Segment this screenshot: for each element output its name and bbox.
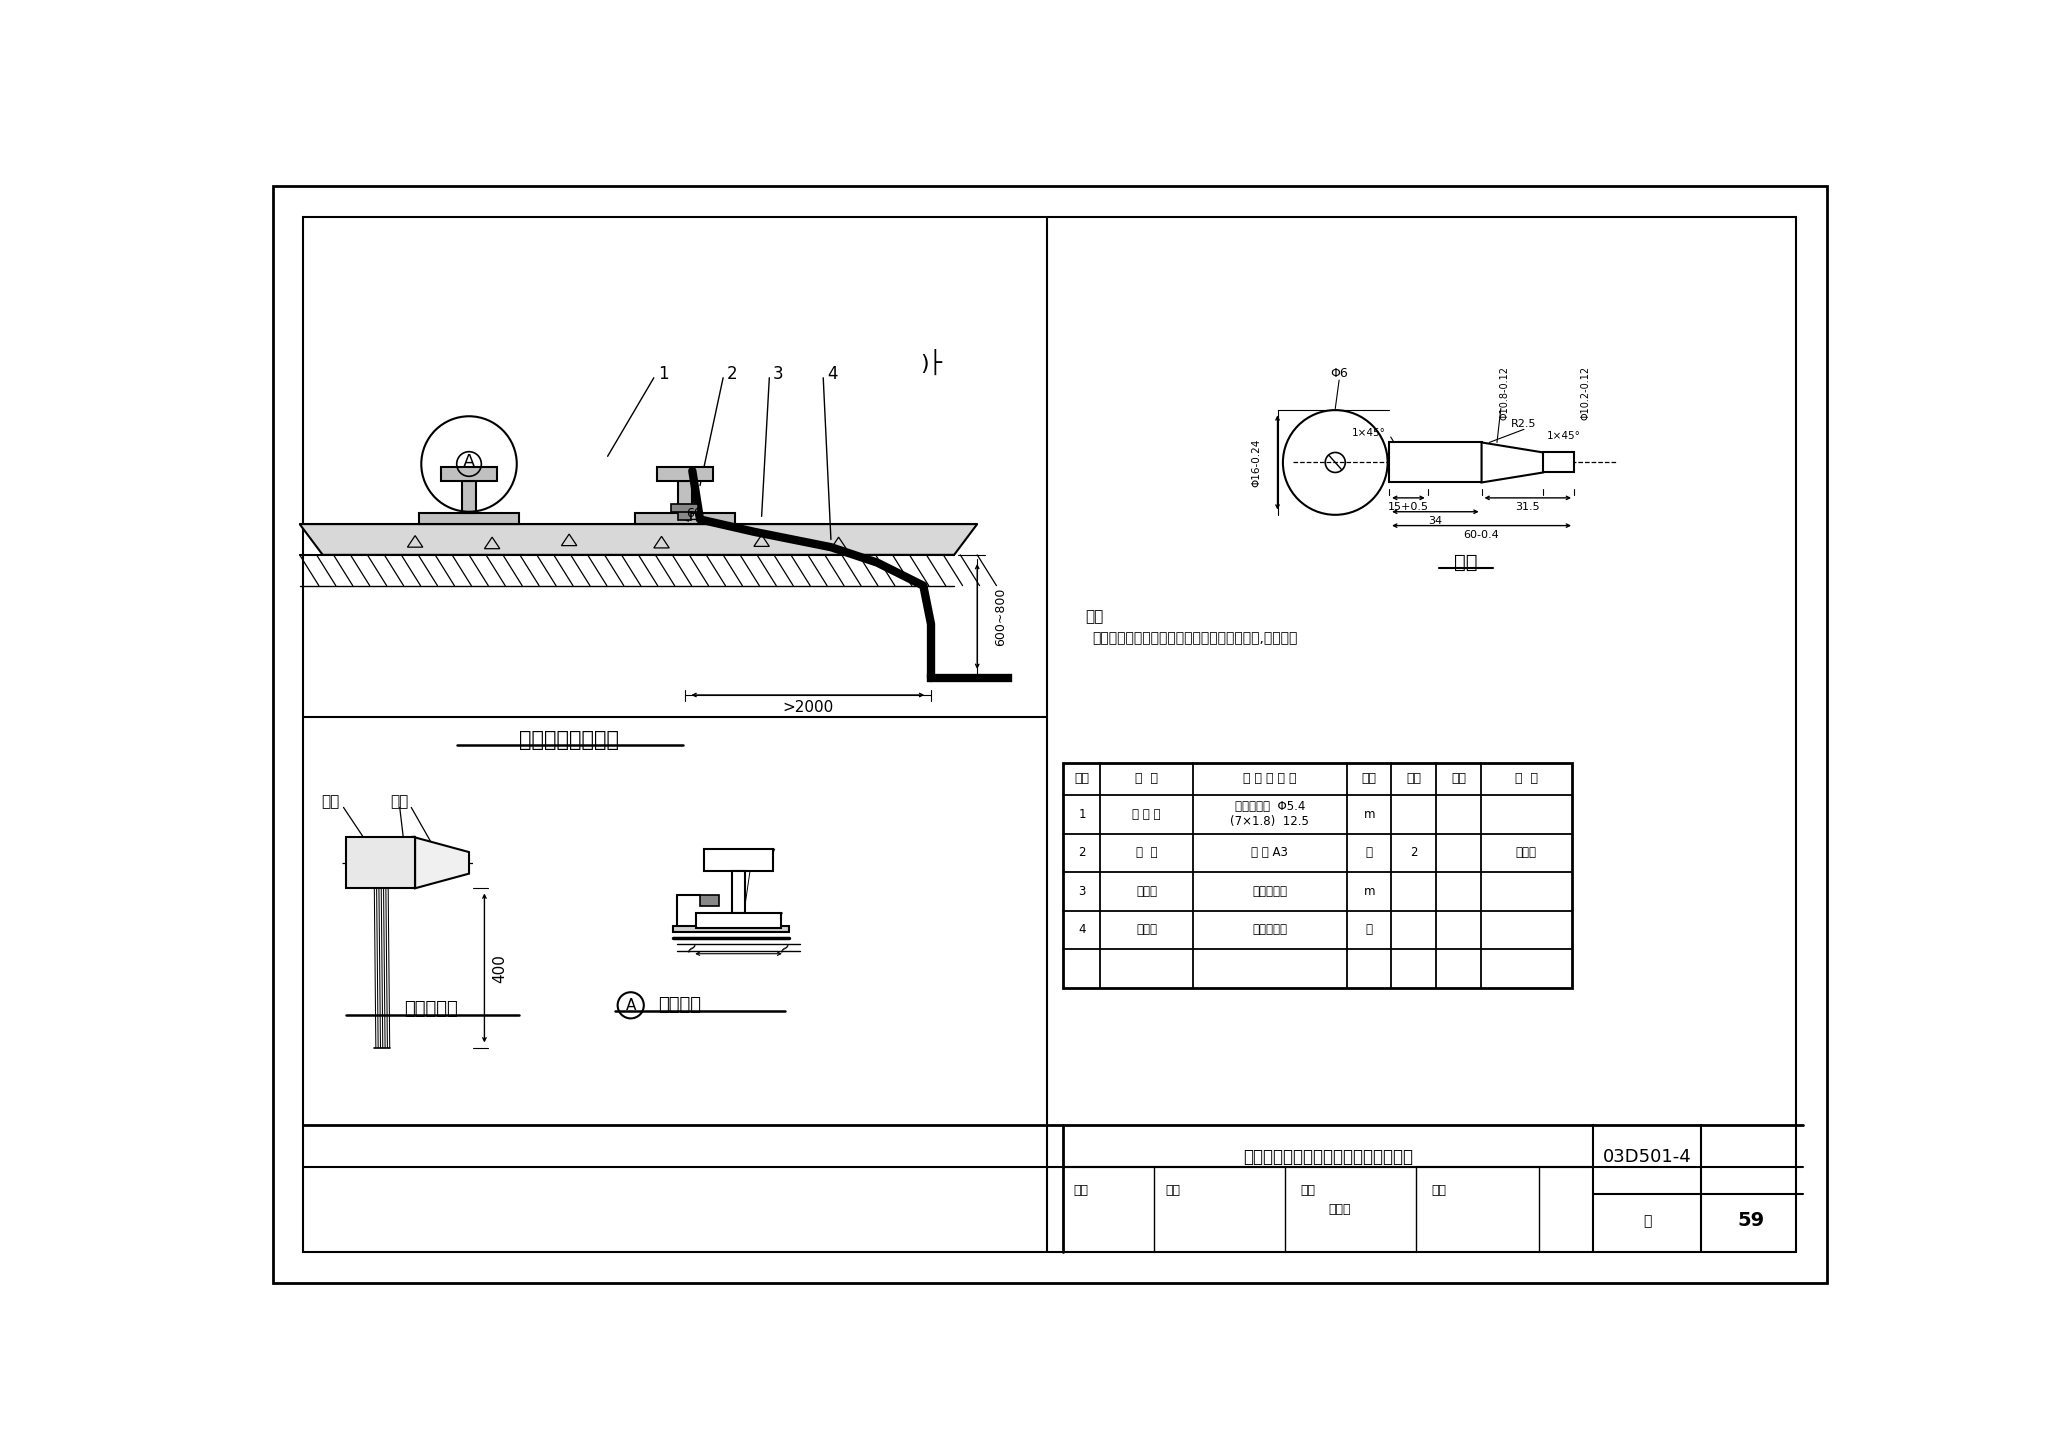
- Bar: [678, 481, 692, 513]
- Text: Φ16-0.24: Φ16-0.24: [1251, 438, 1262, 487]
- Text: 接地线装配: 接地线装配: [403, 1000, 457, 1018]
- Text: 600~800: 600~800: [993, 587, 1008, 646]
- Text: 序号: 序号: [1075, 772, 1090, 785]
- Bar: [672, 505, 698, 512]
- Text: 2: 2: [1411, 846, 1417, 859]
- Text: 设计: 设计: [1432, 1184, 1446, 1197]
- Text: A: A: [625, 997, 637, 1013]
- Text: 页次: 页次: [1450, 772, 1466, 785]
- Text: 审定: 审定: [1165, 1184, 1182, 1197]
- Text: 名  称: 名 称: [1135, 772, 1157, 785]
- Text: Φ6: Φ6: [1331, 368, 1348, 381]
- Text: 34: 34: [1427, 516, 1442, 526]
- Text: 备  注: 备 注: [1516, 772, 1538, 785]
- Text: 塞  钉: 塞 钉: [1137, 846, 1157, 859]
- Text: 见工程设计: 见工程设计: [1251, 885, 1288, 899]
- Text: 60: 60: [686, 507, 702, 519]
- Text: 页: 页: [1642, 1214, 1651, 1229]
- Text: 型 号 及 规 格: 型 号 及 规 格: [1243, 772, 1296, 785]
- Bar: [346, 838, 416, 888]
- Bar: [1063, 763, 1571, 987]
- Text: 1: 1: [657, 365, 668, 382]
- Text: 注：: 注：: [1085, 609, 1104, 624]
- Bar: [635, 513, 735, 523]
- Text: 接地极: 接地极: [1137, 923, 1157, 936]
- Text: A: A: [463, 454, 475, 471]
- Text: 接 地 线: 接 地 线: [1133, 808, 1161, 822]
- Text: 塞钉: 塞钉: [1454, 553, 1479, 571]
- Bar: [674, 926, 788, 932]
- Text: 单位: 单位: [1362, 772, 1376, 785]
- Text: m: m: [1364, 808, 1374, 822]
- Text: 4: 4: [1077, 923, 1085, 936]
- Bar: [705, 849, 774, 871]
- Text: 圆 钢 A3: 圆 钢 A3: [1251, 846, 1288, 859]
- Text: 审核: 审核: [1073, 1184, 1087, 1197]
- Text: 2: 2: [1077, 846, 1085, 859]
- Text: 4: 4: [827, 365, 838, 382]
- Text: 1×45°: 1×45°: [1352, 427, 1384, 438]
- Bar: [731, 871, 745, 913]
- Text: 油类装卸台站铁路钢轨防静电接地安装: 油类装卸台站铁路钢轨防静电接地安装: [1243, 1149, 1413, 1166]
- Text: 钢轨接地线安装图: 钢轨接地线安装图: [518, 730, 618, 750]
- Text: 接地线采用的镀锌钢绞线与扁钢接地线连接时,采用气焊: 接地线采用的镀锌钢绞线与扁钢接地线连接时,采用气焊: [1094, 631, 1298, 646]
- Polygon shape: [416, 838, 469, 888]
- Text: m: m: [1364, 885, 1374, 899]
- Text: 见工程设计: 见工程设计: [1251, 923, 1288, 936]
- Text: Φ10.2-0.12: Φ10.2-0.12: [1581, 366, 1591, 420]
- Text: 个: 个: [1366, 846, 1372, 859]
- Text: >2000: >2000: [782, 699, 834, 715]
- Text: 数量: 数量: [1407, 772, 1421, 785]
- Text: ~: ~: [774, 936, 797, 958]
- Text: Φ10.8-0.12: Φ10.8-0.12: [1499, 366, 1509, 420]
- Bar: [440, 467, 498, 481]
- Polygon shape: [299, 523, 977, 555]
- Text: 气焊: 气焊: [322, 794, 340, 808]
- Text: 1×45°: 1×45°: [1546, 430, 1581, 441]
- Text: 根: 根: [1366, 923, 1372, 936]
- Bar: [1389, 442, 1481, 483]
- Text: ~: ~: [682, 936, 705, 958]
- Bar: [678, 506, 690, 521]
- Text: 接地线: 接地线: [1137, 885, 1157, 899]
- Text: )├: )├: [920, 349, 942, 375]
- Text: R2.5: R2.5: [1511, 419, 1536, 429]
- Text: 59: 59: [1737, 1211, 1765, 1230]
- Bar: [463, 481, 475, 513]
- Text: 搪锡: 搪锡: [391, 794, 410, 808]
- Text: 1: 1: [1077, 808, 1085, 822]
- Text: 节点详图: 节点详图: [657, 996, 700, 1015]
- Text: 校对: 校对: [1300, 1184, 1315, 1197]
- Text: 60-0.4: 60-0.4: [1464, 529, 1499, 539]
- Text: 15+0.5: 15+0.5: [1389, 502, 1430, 512]
- Text: 3: 3: [1077, 885, 1085, 899]
- Bar: [1544, 452, 1575, 473]
- Bar: [696, 913, 780, 928]
- Text: 见上图: 见上图: [1516, 846, 1536, 859]
- Text: 2: 2: [727, 365, 737, 382]
- Text: 03D501-4: 03D501-4: [1604, 1149, 1692, 1166]
- Bar: [657, 467, 713, 481]
- Text: 图集号: 图集号: [1329, 1202, 1352, 1216]
- Polygon shape: [1481, 442, 1544, 483]
- Bar: [700, 896, 719, 906]
- Text: 31.5: 31.5: [1516, 502, 1540, 512]
- Bar: [420, 513, 518, 523]
- Text: 镀锌钢绞线  Φ5.4
(7×1.8)  12.5: 镀锌钢绞线 Φ5.4 (7×1.8) 12.5: [1231, 800, 1309, 829]
- Text: 400: 400: [492, 954, 508, 983]
- Text: 3: 3: [774, 365, 784, 382]
